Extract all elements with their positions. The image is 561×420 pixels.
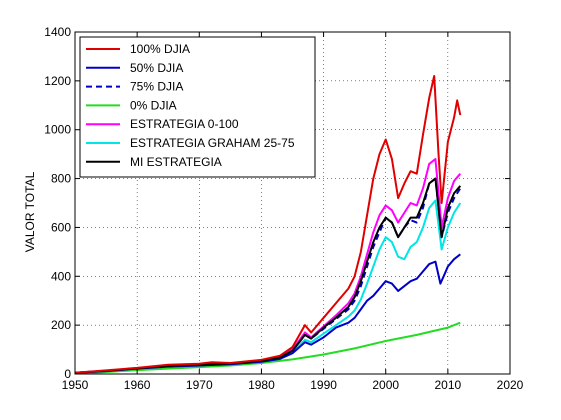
y-tick-label: 1000 — [44, 123, 71, 137]
legend-label: 75% DJIA — [130, 80, 183, 94]
legend-label: MI ESTRATEGIA — [130, 155, 222, 169]
x-tick-label: 1980 — [248, 378, 275, 392]
series-line-0-djia — [74, 321, 461, 375]
axis-ticks: 1950 1960 1970 1980 1990 2000 2010 2020 0 200 400 6… — [44, 25, 523, 392]
x-tick-label: 2010 — [435, 378, 462, 392]
x-tick-label: 2000 — [372, 378, 399, 392]
y-tick-label: 400 — [51, 269, 71, 283]
y-tick-label: 800 — [51, 172, 71, 186]
x-tick-label: 1960 — [124, 378, 151, 392]
plot-area-frame — [74, 31, 511, 375]
legend-box — [79, 36, 316, 178]
series-line-100-djia — [74, 74, 462, 374]
series-lines — [74, 74, 462, 375]
legend: 100% DJIA 50% DJIA 75% DJIA 0% DJIA ESTRATEG… — [79, 36, 316, 178]
y-tick-label: 1200 — [44, 74, 71, 88]
legend-label: ESTRATEGIA GRAHAM 25-75 — [130, 136, 295, 150]
y-tick-label: 0 — [64, 367, 71, 381]
x-tick-label: 1990 — [310, 378, 337, 392]
x-tick-label: 1970 — [186, 378, 213, 392]
y-tick-label: 1400 — [44, 25, 71, 39]
x-tick-label: 2020 — [497, 378, 524, 392]
y-axis-title: VALOR TOTAL — [23, 171, 37, 252]
legend-label: 50% DJIA — [130, 61, 183, 75]
x-tick-label: 1950 — [62, 378, 89, 392]
y-tick-label: 600 — [51, 220, 71, 234]
y-tick-label: 200 — [51, 318, 71, 332]
legend-label: ESTRATEGIA 0-100 — [130, 117, 239, 131]
legend-label: 100% DJIA — [130, 42, 190, 56]
legend-label: 0% DJIA — [130, 98, 177, 112]
